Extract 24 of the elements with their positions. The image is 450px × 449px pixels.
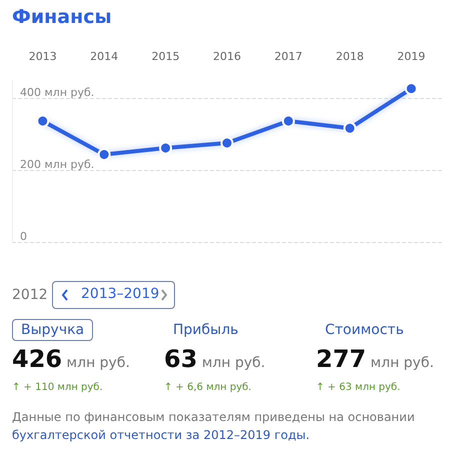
x-tick-label: 2014 — [90, 50, 118, 63]
text: 277 млн руб. — [316, 345, 434, 373]
y-tick-label: 200 млн руб. — [20, 158, 94, 171]
x-tick-label: 2015 — [152, 50, 180, 63]
text: Выручка — [12, 319, 94, 341]
text: 2012 — [12, 287, 48, 303]
text: Данные по финансовым показателям приведены на основании — [12, 410, 415, 424]
text: ↑ + 6,6 млн руб. — [164, 382, 252, 393]
chart-title: Финансы — [12, 6, 112, 28]
text: 63 млн руб. — [164, 345, 266, 373]
text: Прибыль — [173, 322, 238, 338]
text: ↑ + 63 млн руб. — [316, 382, 400, 393]
x-tick-label: 2013 — [28, 50, 57, 63]
text: бухгалтерской отчетности за 2012–2019 годы. — [12, 428, 310, 442]
text: 2013–2019 — [81, 286, 160, 302]
text: Стоимость — [325, 322, 404, 338]
y-tick-label: 400 млн руб. — [20, 86, 94, 99]
x-tick-label: 2018 — [336, 50, 364, 63]
x-tick-label: 2017 — [274, 50, 302, 63]
x-tick-label: 2019 — [397, 50, 426, 63]
y-tick-label: 0 — [20, 230, 27, 243]
x-tick-label: 2016 — [213, 50, 241, 63]
text: ↑ + 110 млн руб. — [12, 382, 103, 393]
text: 426 млн руб. — [12, 345, 130, 373]
